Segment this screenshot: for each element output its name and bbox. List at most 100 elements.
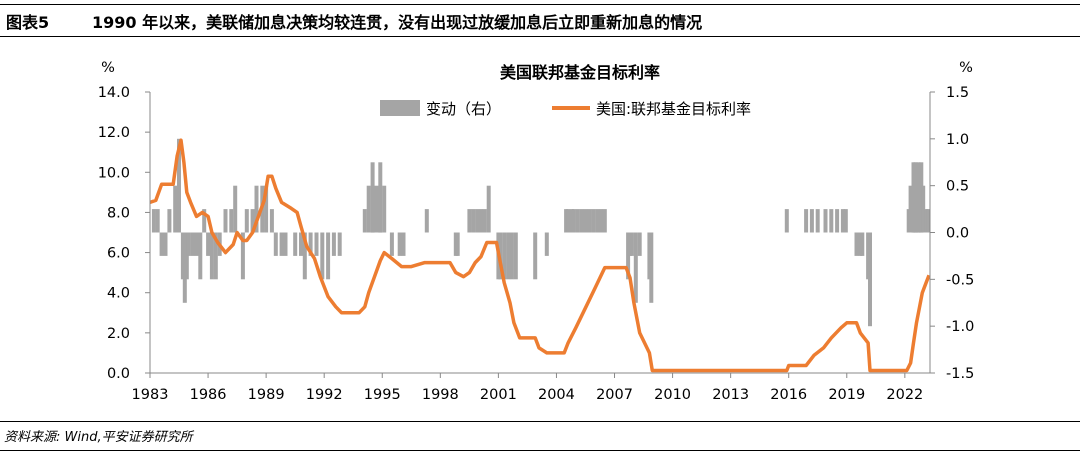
left-tick-label: 14.0 xyxy=(98,85,130,101)
change-bar xyxy=(269,209,274,233)
right-tick-label: 1.5 xyxy=(946,85,969,101)
axes: 0.0 2.0 4.0 6.0 8.0 10.0 12.0 14.0 -1.5 -1.0 -0.5 0… xyxy=(98,85,975,403)
change-bar xyxy=(566,209,571,233)
x-tick-label: 2007 xyxy=(596,387,633,403)
change-bar xyxy=(868,232,872,327)
change-bar xyxy=(544,232,549,256)
change-bar xyxy=(302,232,307,280)
change-bar xyxy=(229,209,234,233)
change-bar xyxy=(314,232,319,256)
change-bars xyxy=(151,138,931,327)
change-bar xyxy=(424,209,429,233)
change-bar xyxy=(382,185,387,233)
figure-title: 1990 年以来，美联储加息决策均较连贯，没有出现过放缓加息后立即重新加息的情况 xyxy=(92,13,703,32)
change-bar xyxy=(926,209,931,233)
change-bar xyxy=(815,209,820,233)
right-axis-unit: % xyxy=(959,60,973,76)
left-tick-label: 4.0 xyxy=(107,286,130,302)
right-tick-label: -1.0 xyxy=(946,319,974,335)
change-bar xyxy=(835,209,840,233)
change-bar xyxy=(599,209,603,233)
change-bar xyxy=(389,232,394,256)
legend-line-label: 美国:联邦基金目标利率 xyxy=(596,100,751,118)
x-tick-label: 1986 xyxy=(190,387,227,403)
change-bar xyxy=(471,209,476,233)
footer-bottom-rule xyxy=(0,450,1080,451)
change-bar xyxy=(186,232,191,256)
change-bar xyxy=(921,185,926,233)
change-bar xyxy=(829,209,834,233)
rate-line-series xyxy=(149,138,931,373)
change-bar xyxy=(840,209,845,233)
change-bar xyxy=(809,209,814,233)
change-bar xyxy=(326,232,331,280)
change-bar xyxy=(475,209,480,233)
change-bar xyxy=(163,232,168,256)
x-tick-label: 2010 xyxy=(654,387,691,403)
right-tick-label: 0.0 xyxy=(946,226,969,242)
change-bar xyxy=(283,232,288,256)
x-tick-label: 1983 xyxy=(132,387,169,403)
change-bar xyxy=(455,232,460,256)
change-bar xyxy=(194,232,199,256)
source-note: 资料来源: Wind,平安证券研究所 xyxy=(4,430,193,445)
rate-line xyxy=(149,138,931,373)
left-tick-label: 2.0 xyxy=(107,326,130,342)
change-bar xyxy=(378,162,383,233)
left-tick-label: 8.0 xyxy=(107,205,130,221)
change-bar xyxy=(244,209,249,233)
change-bar xyxy=(223,209,228,233)
change-bar xyxy=(397,232,402,256)
change-bar xyxy=(591,209,596,233)
left-tick-label: 10.0 xyxy=(98,165,130,181)
x-tick-label: 2022 xyxy=(886,387,923,403)
change-bar xyxy=(401,232,406,256)
change-bar xyxy=(804,209,809,233)
change-bar xyxy=(337,232,342,256)
change-bar xyxy=(502,232,507,280)
header-top-rule xyxy=(0,4,1080,5)
change-bar xyxy=(908,185,913,233)
change-bar xyxy=(254,185,259,233)
change-bar xyxy=(233,185,238,233)
change-bar xyxy=(784,209,789,233)
x-tick-label: 2013 xyxy=(712,387,749,403)
x-tick-label: 2001 xyxy=(480,387,517,403)
legend-bar-swatch xyxy=(380,100,420,116)
change-bar xyxy=(629,232,634,256)
right-tick-label: 1.0 xyxy=(946,132,969,148)
x-tick-label: 1989 xyxy=(248,387,285,403)
header-bottom-rule xyxy=(0,36,1080,37)
change-bar xyxy=(602,209,607,233)
change-bar xyxy=(320,232,325,280)
change-bar xyxy=(506,232,511,280)
x-tick-label: 1992 xyxy=(306,387,343,403)
change-bar xyxy=(264,185,269,233)
x-tick-label: 2004 xyxy=(538,387,575,403)
change-bar xyxy=(202,209,207,233)
change-bar xyxy=(240,232,245,280)
change-bar xyxy=(374,185,379,233)
change-bar xyxy=(633,232,638,303)
change-bar xyxy=(823,209,828,233)
change-bar xyxy=(173,185,178,233)
change-bar xyxy=(293,232,298,256)
change-bar xyxy=(467,209,472,233)
change-bar xyxy=(250,209,255,233)
change-bar xyxy=(579,209,584,233)
change-bar xyxy=(916,162,921,233)
x-tick-label: 1998 xyxy=(422,387,459,403)
change-bar xyxy=(854,232,859,256)
figure-header: 图表5 1990 年以来，美联储加息决策均较连贯，没有出现过放缓加息后立即重新加… xyxy=(0,9,1080,33)
change-bar xyxy=(649,232,654,303)
change-bar xyxy=(860,232,865,256)
change-bar xyxy=(843,209,848,233)
change-bar xyxy=(331,232,336,256)
change-bar xyxy=(190,232,195,256)
figure-number: 图表5 xyxy=(6,13,50,32)
change-bar xyxy=(167,209,172,233)
change-bar xyxy=(151,209,156,233)
right-tick-label: -0.5 xyxy=(946,272,974,288)
left-tick-label: 0.0 xyxy=(107,366,130,382)
